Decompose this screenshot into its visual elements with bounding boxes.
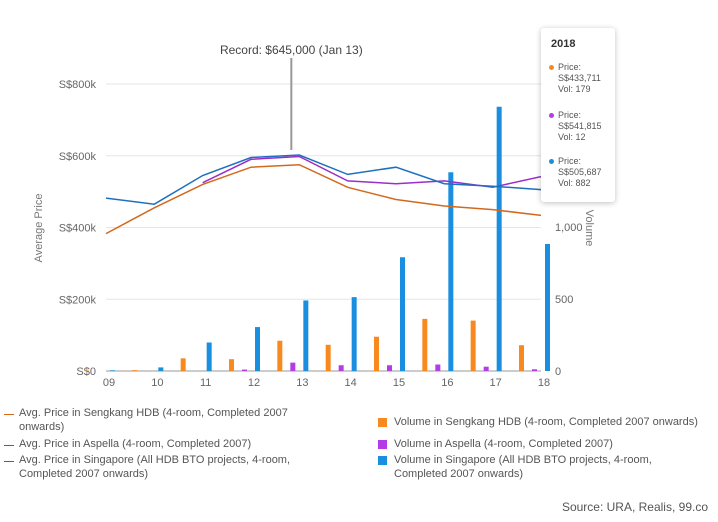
x-tick-label: 15 bbox=[393, 377, 405, 389]
volume-bar bbox=[325, 344, 331, 371]
legend-label: Volume in Sengkang HDB (4-room, Complete… bbox=[394, 416, 698, 428]
price-line bbox=[202, 155, 542, 189]
legend-line-swatch bbox=[4, 414, 14, 415]
legend-label: Avg. Price in Sengkang HDB (4-room, Comp… bbox=[19, 407, 288, 433]
tooltip-entry-singapore: Price: S$505,687 Vol: 882 bbox=[549, 156, 615, 189]
x-tick-label: 09 bbox=[103, 377, 115, 389]
y-left-tick-label: S$400k bbox=[59, 223, 97, 235]
volume-bar bbox=[519, 345, 524, 371]
x-tick-label: 14 bbox=[345, 377, 357, 389]
volume-bar bbox=[303, 300, 309, 371]
annotation-label: Record: $645,000 (Jan 13) bbox=[220, 43, 363, 57]
x-tick-label: 18 bbox=[538, 377, 550, 389]
tooltip-year: 2018 bbox=[551, 38, 576, 50]
volume-bar bbox=[110, 370, 115, 371]
volume-bar bbox=[206, 342, 212, 371]
chart-area: S$0 S$200k S$400k S$600k S$800k 0 500 1,000 Aver… bbox=[33, 43, 595, 389]
source-note: Source: URA, Realis, 99.co bbox=[561, 500, 708, 514]
volume-bar bbox=[255, 327, 260, 371]
legend-label: Volume in Singapore (All HDB BTO project… bbox=[394, 454, 652, 480]
volume-bar bbox=[158, 367, 164, 371]
tooltip-volume: Vol: 12 bbox=[558, 132, 586, 142]
volume-bar bbox=[387, 365, 392, 371]
price-line bbox=[105, 154, 542, 205]
volume-bar bbox=[374, 336, 379, 371]
tooltip: 2018 Price: S$433,711 Vol: 179 Price: S$… bbox=[541, 28, 615, 202]
y-left-tick-label: S$200k bbox=[59, 294, 97, 306]
x-tick-label: 17 bbox=[490, 377, 502, 389]
legend-label: Avg. Price in Singapore (All HDB BTO pro… bbox=[19, 454, 291, 480]
legend-item-singapore-price[interactable]: Avg. Price in Singapore (All HDB BTO pro… bbox=[4, 453, 322, 481]
y-left-tick-label: S$800k bbox=[59, 79, 97, 91]
y-left-tick-label: S$600k bbox=[59, 151, 97, 163]
volume-bar bbox=[545, 243, 550, 371]
y-left-tick-label: S$0 bbox=[76, 366, 96, 378]
tooltip-dot bbox=[549, 159, 554, 164]
volume-bar bbox=[277, 340, 283, 371]
tooltip-entry-aspella: Price: S$541,815 Vol: 12 bbox=[549, 110, 615, 143]
y-right-tick-label: 0 bbox=[555, 366, 561, 378]
y-right-tick-label: 1,000 bbox=[555, 222, 583, 234]
y-right-axis-title: Volume bbox=[583, 210, 595, 247]
legend-item-aspella-price[interactable]: Avg. Price in Aspella (4-room, Completed… bbox=[4, 437, 322, 451]
x-tick-label: 12 bbox=[248, 377, 260, 389]
legend-square-swatch bbox=[378, 440, 387, 449]
tooltip-dot bbox=[549, 113, 554, 118]
y-left-axis-title: Average Price bbox=[33, 194, 45, 263]
volume-bar bbox=[483, 366, 489, 371]
tooltip-price: Price: S$541,815 bbox=[558, 110, 602, 131]
price-line bbox=[105, 163, 542, 235]
legend-item-singapore-volume[interactable]: Volume in Singapore (All HDB BTO project… bbox=[378, 453, 658, 481]
volume-bar bbox=[532, 369, 537, 371]
tooltip-entry-sengkang: Price: S$433,711 Vol: 179 bbox=[549, 62, 615, 95]
legend-item-sengkang-price[interactable]: Avg. Price in Sengkang HDB (4-room, Comp… bbox=[4, 406, 322, 434]
legend-line-swatch bbox=[4, 461, 14, 462]
legend-line-swatch bbox=[4, 445, 14, 446]
tooltip-dot bbox=[549, 65, 554, 70]
legend-square-swatch bbox=[378, 418, 387, 427]
legend-square-swatch bbox=[378, 456, 387, 465]
legend-item-aspella-volume[interactable]: Volume in Aspella (4-room, Completed 200… bbox=[378, 437, 716, 451]
volume-bar bbox=[448, 172, 454, 371]
volume-bar bbox=[242, 369, 247, 371]
volume-bar bbox=[470, 320, 476, 371]
y-right-tick-label: 500 bbox=[555, 294, 573, 306]
volume-bar bbox=[351, 297, 357, 371]
volume-bar bbox=[338, 365, 344, 371]
legend-label: Avg. Price in Aspella (4-room, Completed… bbox=[19, 438, 252, 450]
volume-bar bbox=[229, 359, 234, 371]
x-tick-label: 11 bbox=[200, 377, 211, 389]
x-tick-label: 13 bbox=[296, 377, 308, 389]
volume-bar bbox=[132, 370, 138, 371]
volume-bar bbox=[290, 362, 296, 371]
x-tick-label: 10 bbox=[151, 377, 163, 389]
legend-item-sengkang-volume[interactable]: Volume in Sengkang HDB (4-room, Complete… bbox=[378, 415, 716, 429]
x-tick-label: 16 bbox=[441, 377, 453, 389]
tooltip-price: Price: S$505,687 bbox=[558, 156, 602, 177]
volume-bar bbox=[180, 358, 186, 371]
legend-label: Volume in Aspella (4-room, Completed 200… bbox=[394, 438, 613, 450]
legend: Avg. Price in Sengkang HDB (4-room, Comp… bbox=[0, 400, 718, 490]
volume-bar bbox=[400, 257, 405, 371]
volume-bar bbox=[422, 318, 428, 371]
tooltip-volume: Vol: 882 bbox=[558, 178, 591, 188]
tooltip-volume: Vol: 179 bbox=[558, 84, 591, 94]
volume-bar bbox=[496, 106, 502, 371]
tooltip-price: Price: S$433,711 bbox=[558, 62, 601, 83]
volume-bar bbox=[435, 364, 441, 371]
